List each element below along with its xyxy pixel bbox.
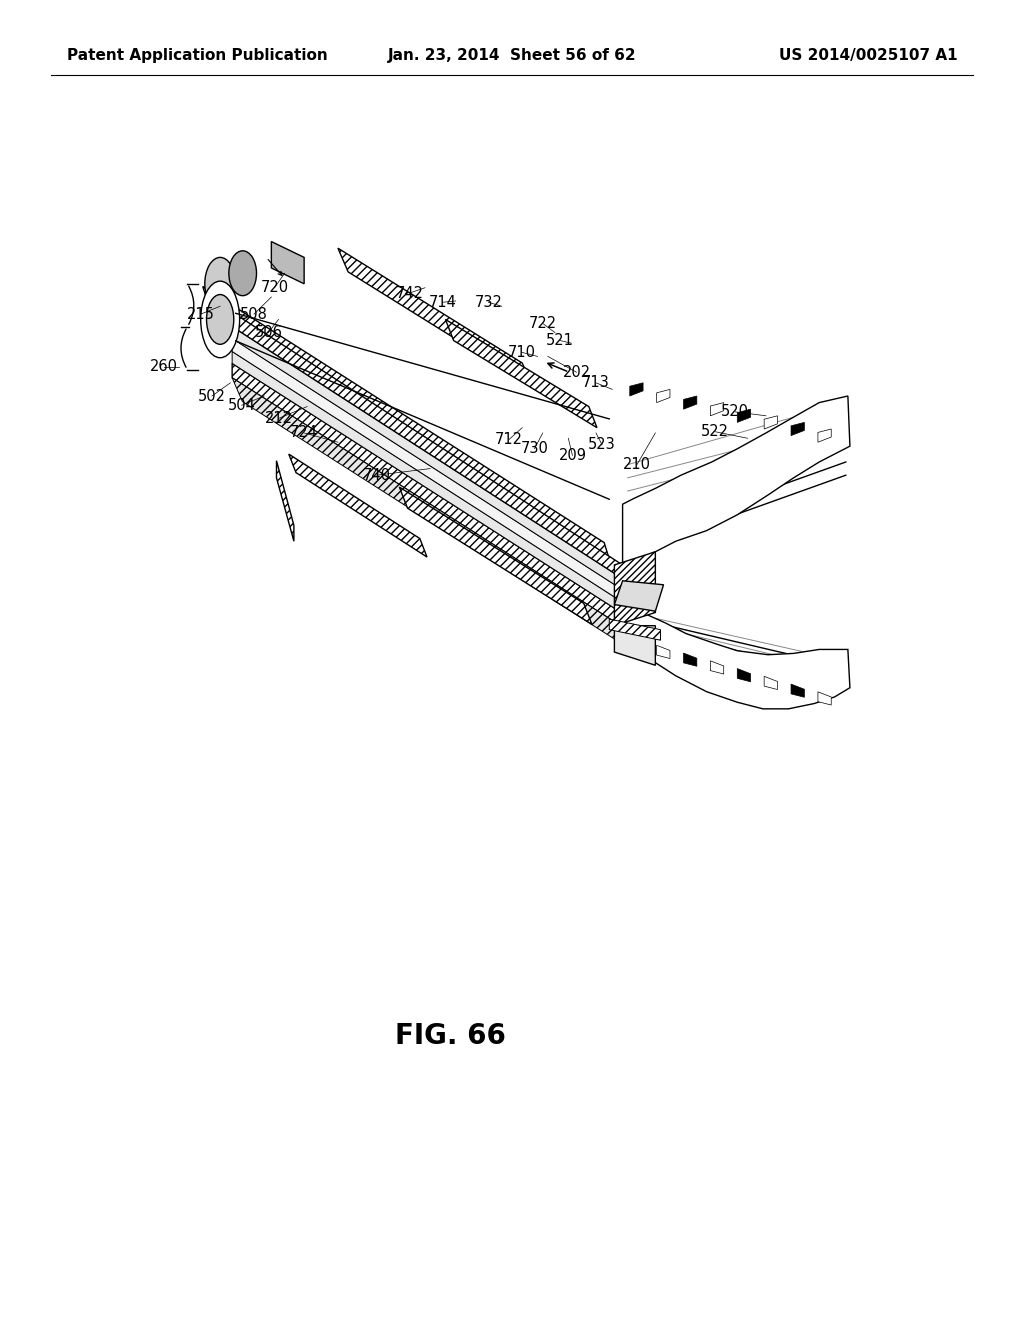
Polygon shape [445,319,597,428]
Polygon shape [711,403,724,416]
Ellipse shape [205,257,236,310]
Polygon shape [614,552,655,626]
Text: 202: 202 [562,364,591,380]
Text: 506: 506 [254,325,283,341]
Polygon shape [614,626,655,665]
Polygon shape [623,396,850,570]
Text: 502: 502 [198,388,226,404]
Text: 712: 712 [495,432,523,447]
Polygon shape [656,389,670,403]
Text: 520: 520 [721,404,750,420]
Text: 209: 209 [558,447,587,463]
Text: 215: 215 [186,306,215,322]
Text: Patent Application Publication: Patent Application Publication [67,48,328,63]
Text: 260: 260 [150,359,178,375]
Text: 740: 740 [362,467,391,483]
Polygon shape [203,286,616,582]
Polygon shape [656,645,670,659]
Polygon shape [232,338,623,602]
Polygon shape [399,487,592,624]
Polygon shape [614,581,664,611]
Text: 710: 710 [508,345,537,360]
Ellipse shape [228,251,256,296]
Polygon shape [338,248,532,387]
Polygon shape [232,363,623,627]
Text: 212: 212 [264,411,293,426]
Text: US 2014/0025107 A1: US 2014/0025107 A1 [779,48,957,63]
Polygon shape [791,422,805,436]
Polygon shape [818,692,831,705]
Polygon shape [737,668,751,681]
Ellipse shape [207,294,233,345]
Text: 722: 722 [528,315,557,331]
Text: Jan. 23, 2014  Sheet 56 of 62: Jan. 23, 2014 Sheet 56 of 62 [388,48,636,63]
Text: 742: 742 [395,285,424,301]
Ellipse shape [201,281,240,358]
Polygon shape [764,676,777,689]
Polygon shape [764,416,777,429]
Polygon shape [737,409,751,422]
Polygon shape [232,378,633,651]
Polygon shape [684,653,696,667]
Text: 730: 730 [520,441,549,457]
Polygon shape [623,607,850,709]
Polygon shape [232,326,623,590]
Text: 523: 523 [588,437,616,453]
Text: 508: 508 [240,306,268,322]
Polygon shape [289,454,427,557]
Text: 713: 713 [582,375,610,391]
Polygon shape [684,396,696,409]
Polygon shape [711,661,724,675]
Polygon shape [630,638,643,651]
Polygon shape [609,619,660,640]
Text: FIG. 66: FIG. 66 [395,1022,506,1051]
Polygon shape [630,383,643,396]
Text: 724: 724 [290,425,318,441]
Polygon shape [791,684,805,697]
Polygon shape [271,242,304,284]
Text: 732: 732 [474,294,503,310]
Text: 522: 522 [700,424,729,440]
Text: 714: 714 [428,294,457,310]
Text: 210: 210 [623,457,651,473]
Polygon shape [276,461,294,541]
Polygon shape [232,351,623,614]
Text: 720: 720 [260,280,289,296]
Text: 521: 521 [546,333,574,348]
Text: 504: 504 [227,397,256,413]
Polygon shape [818,429,831,442]
Polygon shape [232,312,623,578]
